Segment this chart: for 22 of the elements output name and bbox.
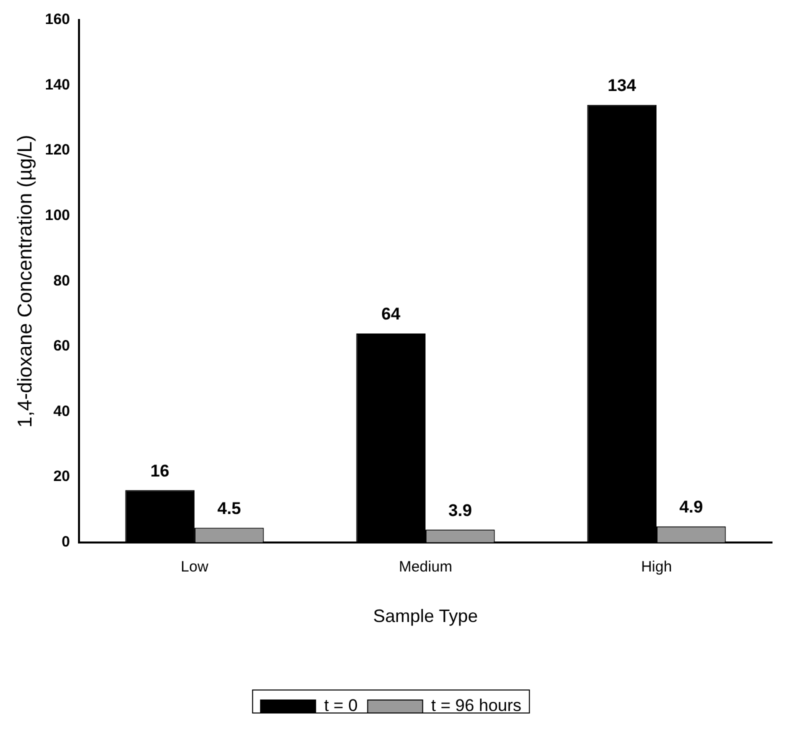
x-tick-label: Low	[180, 558, 208, 576]
y-tick-label: 120	[44, 142, 70, 159]
y-tick-label: 40	[53, 402, 70, 420]
data-label: 4.5	[217, 498, 241, 518]
y-tick-label: 100	[44, 207, 70, 224]
data-label: 134	[608, 76, 637, 96]
y-tick-label: 60	[53, 338, 70, 355]
x-tick-label: High	[641, 558, 672, 576]
y-tick-label: 80	[53, 272, 70, 290]
legend-label: t = 96 hours	[431, 696, 522, 716]
x-tick-label: Medium	[398, 558, 452, 576]
data-label: 16	[150, 461, 170, 480]
y-axis-title: 1,4-dioxane Concentration (µg/L)	[14, 134, 37, 428]
y-tick-label: 140	[44, 76, 70, 94]
data-label: 3.9	[448, 500, 472, 520]
y-tick-label: 160	[44, 11, 70, 28]
data-label: 64	[381, 304, 401, 324]
legend-label: t = 0	[324, 696, 358, 716]
data-label: 4.9	[679, 498, 703, 517]
x-axis-title: Sample Type	[373, 606, 478, 626]
y-tick-label: 20	[53, 468, 70, 486]
y-tick-label: 0	[62, 534, 70, 551]
